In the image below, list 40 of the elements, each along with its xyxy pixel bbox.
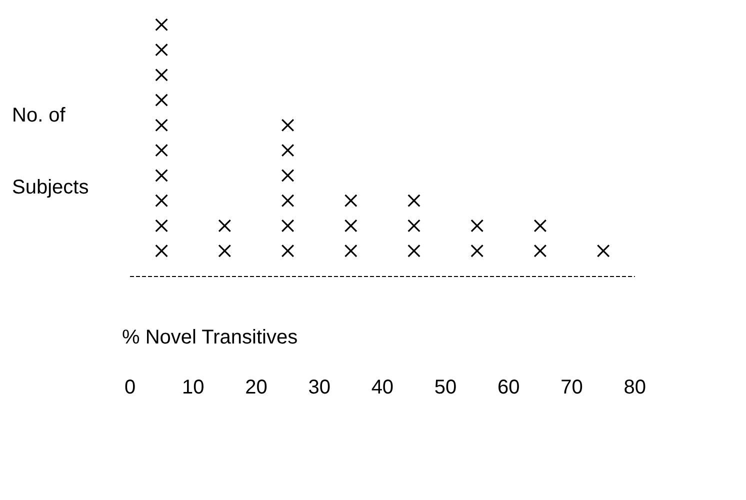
point — [155, 144, 168, 157]
point — [155, 18, 168, 32]
x-tick-label: 30 — [308, 376, 330, 399]
point — [470, 244, 484, 258]
point — [281, 144, 294, 157]
point — [155, 118, 168, 132]
point — [281, 169, 294, 182]
x-tick-label: 20 — [245, 376, 268, 399]
x-axis-title: % Novel Transitives — [122, 326, 298, 349]
point — [155, 94, 168, 107]
point — [344, 219, 358, 232]
text: No. of Subjects — [12, 104, 89, 199]
point — [534, 244, 547, 258]
point — [408, 194, 420, 208]
point — [155, 244, 168, 258]
point — [408, 244, 420, 258]
point — [155, 219, 168, 232]
point — [534, 219, 547, 232]
point — [344, 194, 358, 208]
point — [408, 219, 420, 232]
point — [155, 169, 168, 182]
point — [218, 219, 232, 232]
point — [218, 244, 232, 258]
point — [155, 43, 168, 56]
point — [155, 194, 168, 208]
point — [155, 68, 168, 82]
x-tick-label: 10 — [182, 376, 204, 399]
point — [596, 244, 610, 258]
x-tick-label: 40 — [371, 376, 394, 399]
point — [344, 244, 358, 258]
x-tick-label: 80 — [624, 376, 646, 399]
point — [470, 219, 484, 232]
x-tick-label: 70 — [560, 376, 583, 399]
point — [281, 118, 294, 132]
point — [281, 244, 294, 258]
x-tick-label: 60 — [498, 376, 520, 399]
point — [281, 194, 294, 208]
x-tick-label: 50 — [434, 376, 457, 399]
x-tick-label: 0 — [124, 376, 136, 399]
point — [281, 219, 294, 232]
